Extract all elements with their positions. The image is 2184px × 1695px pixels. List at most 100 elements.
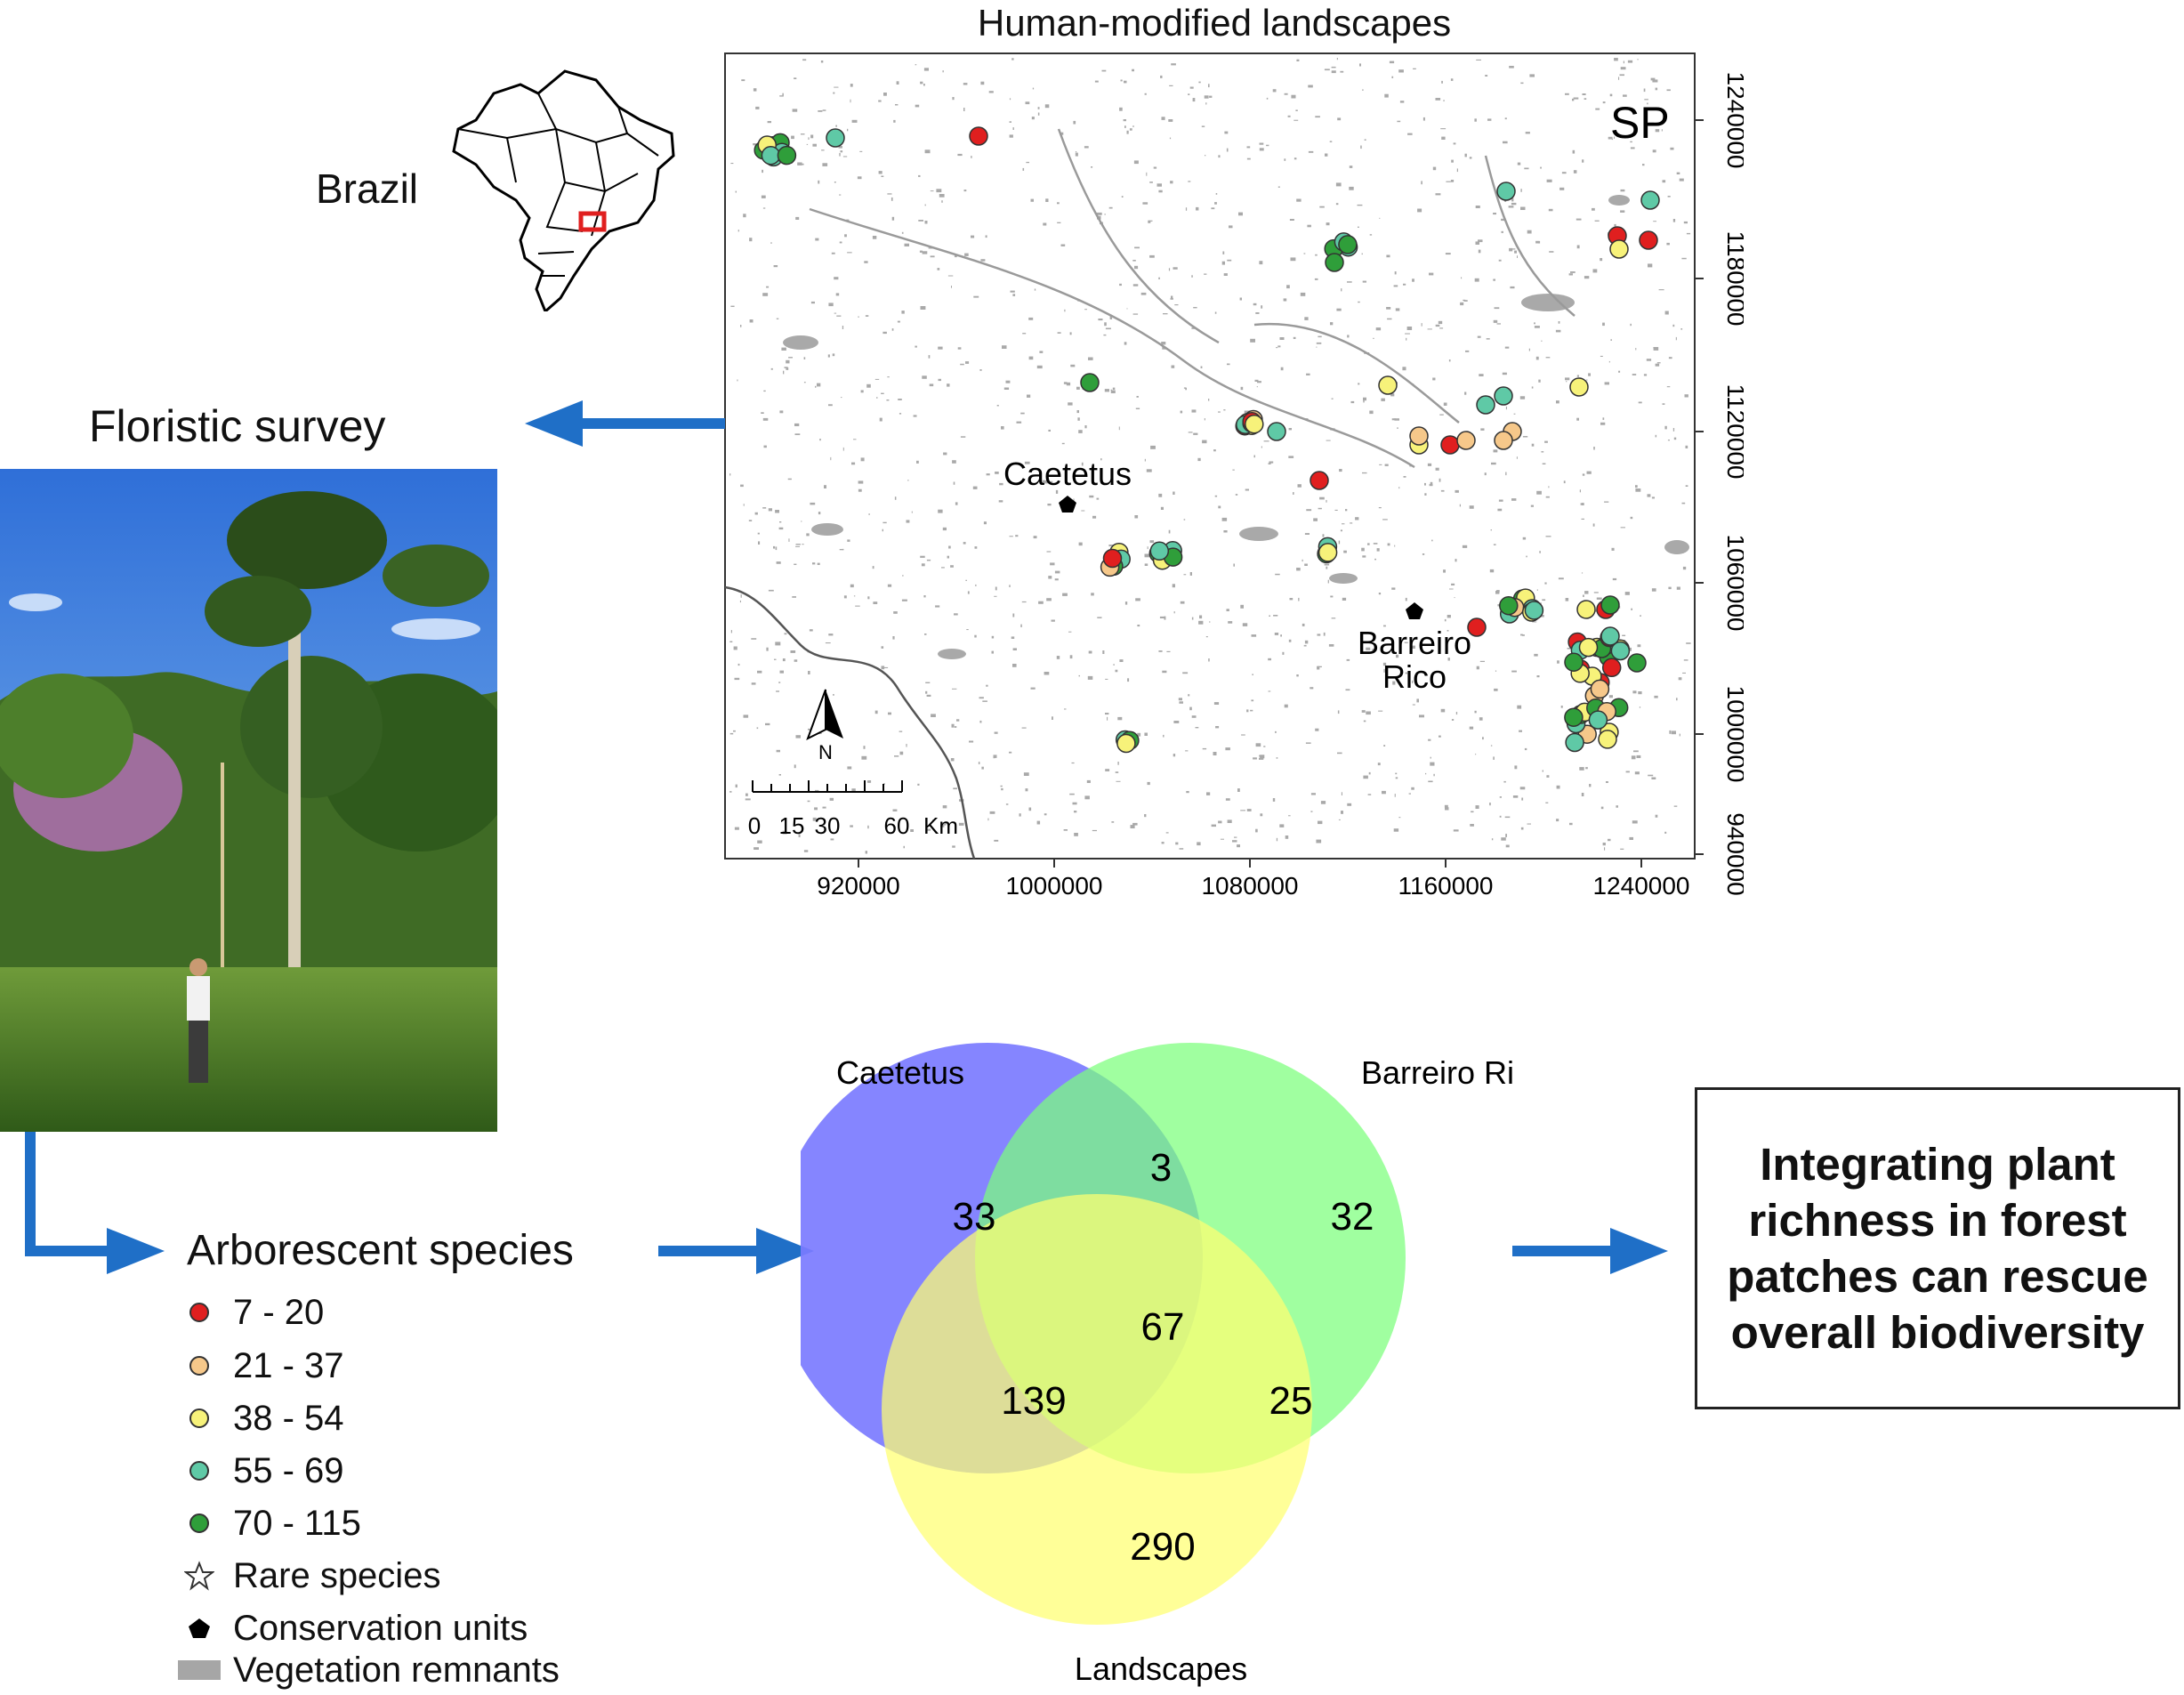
y-tick-label: 1000000: [1722, 685, 1744, 782]
legend-class-1: 7 - 20: [178, 1287, 324, 1337]
map-frame: [724, 52, 1696, 860]
forest-photo: [0, 469, 497, 1132]
legend-class-label: 55 - 69: [233, 1450, 344, 1490]
y-tick-label: 1060000: [1722, 534, 1744, 631]
survey-site: [1245, 414, 1264, 434]
conservation-unit-marker: [1406, 602, 1423, 619]
survey-site: [1310, 471, 1329, 490]
scale-unit: Km: [923, 812, 958, 839]
survey-site: [1080, 373, 1100, 392]
survey-site: [1496, 182, 1516, 201]
survey-site: [777, 145, 797, 165]
conservation-unit-marker: [1059, 496, 1076, 513]
venn-count-caetetus-landscapes: 139: [1001, 1379, 1066, 1423]
survey-site: [1610, 641, 1631, 661]
legend-dot: [189, 1356, 209, 1376]
rivers: [809, 128, 1576, 469]
study-map: SP Caetetus Barreiro Rico N 0 15 30 60 K…: [724, 52, 1744, 900]
scale-label-0: 0: [748, 812, 761, 839]
survey-site: [1598, 730, 1617, 749]
scale-label-30: 30: [815, 812, 841, 839]
survey-site: [969, 126, 988, 146]
survey-site: [1378, 375, 1398, 395]
survey-site: [1409, 426, 1429, 446]
venn-count-landscapes-only: 290: [1130, 1525, 1195, 1569]
venn-count-caetetus-only: 33: [953, 1195, 996, 1239]
y-tick-label: 940000: [1722, 812, 1744, 895]
legend-dot: [189, 1461, 209, 1481]
scale-label-15: 15: [779, 812, 805, 839]
survey-site: [1588, 710, 1608, 730]
y-axis-ticks: 1240000 1180000 1120000 1060000 1000000 94000…: [1695, 71, 1744, 896]
x-tick-label: 1000000: [1005, 872, 1102, 900]
survey-site: [1149, 541, 1170, 561]
svg-text:N: N: [818, 741, 833, 763]
survey-site: [1524, 601, 1544, 620]
x-tick-label: 1160000: [1398, 872, 1494, 900]
y-tick-label: 1240000: [1722, 71, 1744, 168]
pentagon-icon: [189, 1618, 210, 1638]
y-tick-label: 1180000: [1722, 231, 1744, 327]
legend-class-3: 38 - 54: [178, 1393, 344, 1443]
conservation-unit-label-rico: Rico: [1382, 658, 1447, 695]
venn-count-barreiro-landscapes: 25: [1269, 1379, 1313, 1423]
scale-label-60: 60: [884, 812, 910, 839]
x-tick-label: 920000: [817, 872, 899, 900]
survey-site: [1338, 235, 1358, 254]
venn-circle-landscapes: [882, 1194, 1312, 1625]
legend-class-label: 21 - 37: [233, 1345, 344, 1385]
venn-set-label-caetetus: Caetetus: [836, 1054, 964, 1091]
survey-site: [1494, 431, 1513, 450]
brazil-label: Brazil: [316, 165, 419, 212]
north-arrow: N: [806, 689, 843, 763]
survey-site: [1325, 253, 1344, 272]
survey-site: [1467, 617, 1487, 637]
map-title: Human-modified landscapes: [977, 2, 1452, 44]
survey-site: [1102, 548, 1123, 569]
survey-site: [1578, 637, 1599, 658]
legend-rare-species: Rare species: [178, 1551, 440, 1601]
conservation-unit-label-caetetus: Caetetus: [1003, 456, 1132, 492]
star-icon: [184, 1561, 214, 1591]
legend-class-label: 7 - 20: [233, 1292, 325, 1332]
survey-sites: [754, 126, 1660, 754]
y-tick-label: 1120000: [1722, 384, 1744, 480]
survey-site: [1267, 422, 1286, 441]
state-border: [724, 585, 976, 860]
survey-site: [1576, 600, 1596, 619]
study-area-marker: [578, 211, 607, 232]
conservation-unit-markers: [1059, 496, 1423, 619]
survey-site: [1600, 626, 1620, 646]
survey-site: [1565, 732, 1584, 753]
survey-site: [1318, 543, 1338, 562]
legend-class-4: 55 - 69: [178, 1446, 344, 1496]
legend-title: Arborescent species: [187, 1227, 574, 1274]
brazil-outline: [452, 69, 675, 311]
floristic-survey-label: Floristic survey: [89, 401, 386, 451]
survey-site: [1564, 707, 1584, 727]
survey-site: [1456, 431, 1476, 450]
vegetation-swatch: [178, 1660, 221, 1680]
x-axis-ticks: 920000 1000000 1080000 1160000 1240000: [817, 859, 1690, 900]
survey-site: [1494, 386, 1513, 406]
venn-count-all-three: 67: [1141, 1305, 1185, 1349]
survey-site: [1476, 395, 1495, 415]
vegetation-remnants: [729, 58, 1691, 854]
survey-site: [1609, 239, 1629, 259]
legend-dot: [189, 1513, 209, 1533]
survey-site: [1627, 653, 1647, 673]
venn-set-label-landscapes: Landscapes: [1075, 1651, 1247, 1687]
legend-class-label: 38 - 54: [233, 1398, 344, 1438]
brazil-inset-map: [452, 69, 675, 311]
conclusion-text: Integrating plant richness in forest pat…: [1727, 1139, 2148, 1358]
survey-site: [1564, 652, 1584, 672]
conclusion-box: Integrating plant richness in forest pat…: [1695, 1087, 2180, 1409]
survey-site: [1590, 679, 1610, 699]
legend-dot: [189, 1303, 209, 1322]
legend-class-label: 70 - 115: [233, 1503, 361, 1543]
survey-site: [1640, 190, 1660, 210]
legend-class-2: 21 - 37: [178, 1341, 344, 1391]
survey-site: [1601, 658, 1622, 678]
x-tick-label: 1240000: [1592, 872, 1689, 900]
survey-site: [1569, 377, 1589, 397]
